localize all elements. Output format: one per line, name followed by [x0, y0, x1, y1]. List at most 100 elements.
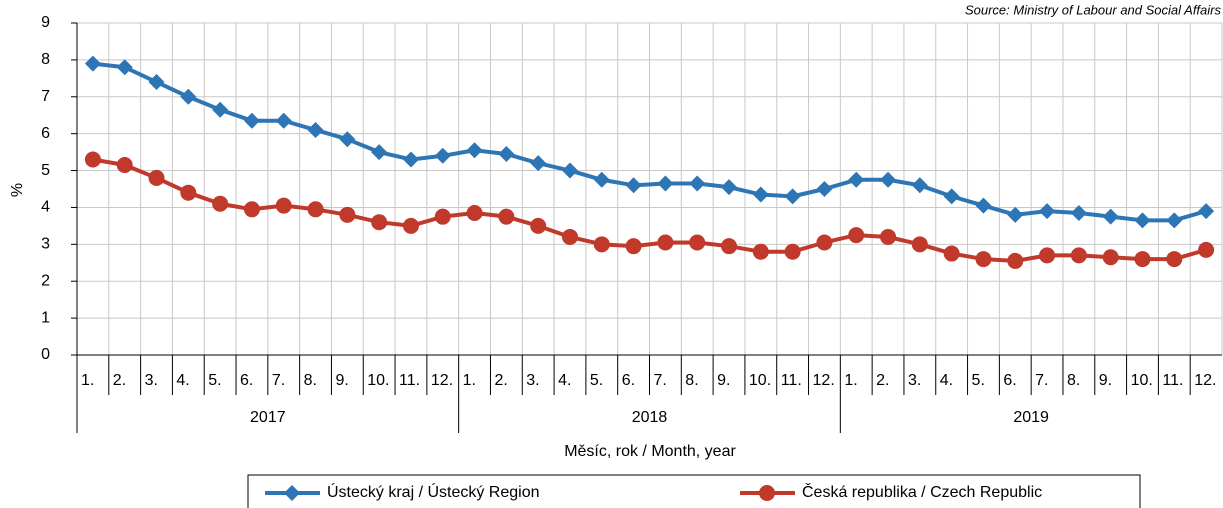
marker — [1166, 251, 1183, 268]
marker — [752, 186, 769, 203]
marker — [243, 201, 260, 218]
group-label: 2017 — [250, 409, 286, 426]
x-tick-label: 3. — [908, 372, 921, 389]
x-axis-label: Měsíc, rok / Month, year — [564, 443, 736, 460]
x-tick-label: 1. — [844, 372, 857, 389]
marker — [561, 162, 578, 179]
marker — [466, 142, 483, 159]
marker — [1102, 208, 1119, 225]
y-tick-label: 2 — [41, 272, 50, 289]
marker — [561, 228, 578, 245]
x-tick-label: 1. — [463, 372, 476, 389]
y-tick-label: 5 — [41, 162, 50, 179]
x-tick-label: 12. — [431, 372, 453, 389]
marker — [275, 197, 292, 214]
marker — [1007, 252, 1024, 269]
x-tick-label: 12. — [813, 372, 835, 389]
marker — [530, 217, 547, 234]
x-tick-label: 6. — [1003, 372, 1016, 389]
y-tick-label: 9 — [41, 14, 50, 31]
x-tick-label: 1. — [81, 372, 94, 389]
marker — [1166, 212, 1183, 229]
y-axis-label: % — [9, 183, 26, 197]
x-tick-label: 5. — [972, 372, 985, 389]
marker — [275, 112, 292, 129]
marker — [911, 177, 928, 194]
x-tick-label: 5. — [208, 372, 221, 389]
marker — [434, 208, 451, 225]
source: Source: Ministry of Labour and Social Af… — [965, 2, 1222, 17]
x-tick-label: 11. — [399, 372, 420, 389]
marker — [84, 151, 101, 168]
marker — [434, 147, 451, 164]
x-tick-label: 4. — [940, 372, 953, 389]
marker — [307, 121, 324, 138]
marker — [1070, 204, 1087, 221]
marker — [593, 236, 610, 253]
x-tick-label: 7. — [654, 372, 667, 389]
x-tick-label: 3. — [145, 372, 158, 389]
marker — [880, 228, 897, 245]
x-tick-label: 10. — [367, 372, 389, 389]
marker — [1198, 241, 1215, 258]
marker — [657, 234, 674, 251]
marker — [212, 195, 229, 212]
marker — [84, 55, 101, 72]
x-tick-label: 2. — [113, 372, 126, 389]
marker — [657, 175, 674, 192]
marker — [180, 88, 197, 105]
marker — [784, 243, 801, 260]
x-tick-label: 9. — [335, 372, 348, 389]
marker — [116, 157, 133, 174]
marker — [911, 236, 928, 253]
marker — [1198, 203, 1215, 220]
legend-box — [247, 474, 1141, 508]
marker — [625, 238, 642, 255]
marker — [371, 214, 388, 231]
y-tick-label: 1 — [41, 309, 50, 326]
x-tick-label: 8. — [685, 372, 698, 389]
x-tick-label: 8. — [304, 372, 317, 389]
marker — [307, 201, 324, 218]
legend-label: Ústecký kraj / Ústecký Region — [327, 482, 540, 501]
marker — [284, 485, 300, 501]
marker — [1134, 212, 1151, 229]
marker — [975, 197, 992, 214]
x-tick-label: 11. — [781, 372, 802, 389]
marker — [1039, 247, 1056, 264]
x-tick-label: 11. — [1162, 372, 1183, 389]
legend-label: Česká republika / Czech Republic — [802, 482, 1042, 501]
x-tick-label: 7. — [272, 372, 285, 389]
marker — [1070, 247, 1087, 264]
marker — [975, 251, 992, 268]
marker — [1102, 249, 1119, 266]
marker — [880, 171, 897, 188]
marker — [466, 204, 483, 221]
marker — [689, 234, 706, 251]
marker — [243, 112, 260, 129]
y-tick-label: 7 — [41, 88, 50, 105]
marker — [816, 234, 833, 251]
marker — [530, 155, 547, 172]
y-tick-label: 8 — [41, 51, 50, 68]
marker — [339, 131, 356, 148]
x-tick-label: 6. — [622, 372, 635, 389]
marker — [721, 179, 738, 196]
marker — [943, 245, 960, 262]
x-tick-label: 4. — [558, 372, 571, 389]
marker — [848, 171, 865, 188]
y-tick-label: 4 — [41, 199, 50, 216]
marker — [593, 171, 610, 188]
marker — [180, 184, 197, 201]
marker — [759, 485, 775, 501]
marker — [1039, 203, 1056, 220]
marker — [816, 181, 833, 197]
x-tick-label: 9. — [1099, 372, 1112, 389]
marker — [1134, 251, 1151, 268]
y-tick-label: 6 — [41, 125, 50, 142]
x-tick-label: 6. — [240, 372, 253, 389]
x-tick-label: 10. — [749, 372, 771, 389]
x-tick-label: 10. — [1131, 372, 1153, 389]
marker — [689, 175, 706, 192]
marker — [212, 101, 229, 118]
